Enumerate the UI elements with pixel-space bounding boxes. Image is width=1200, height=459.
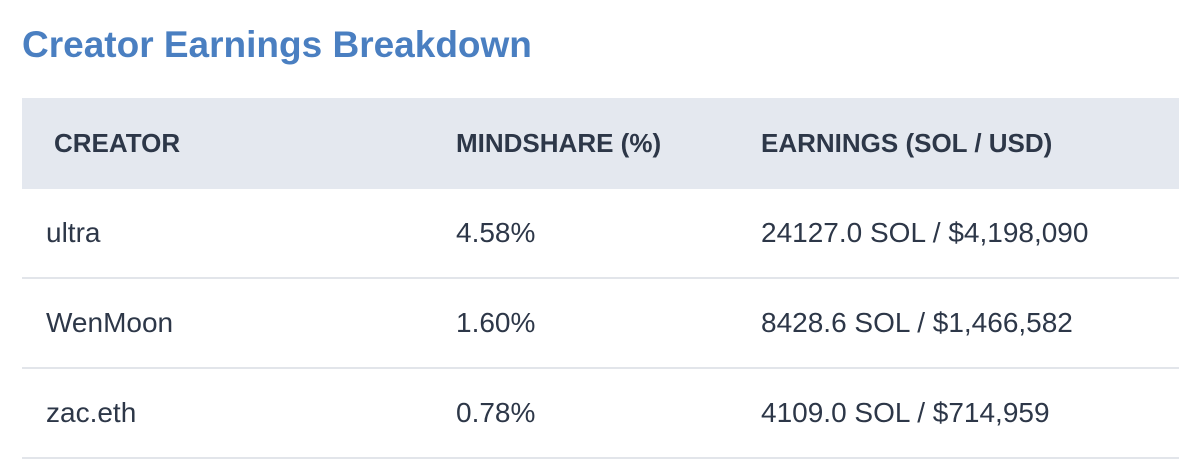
earnings-table: CREATOR MINDSHARE (%) EARNINGS (SOL / USD)… (22, 98, 1179, 459)
table-cell: ultra (22, 189, 456, 279)
table-body: ultra 4.58% 24127.0 SOL / $4,198,090 WenMoo… (22, 189, 1179, 459)
table-cell: 4109.0 SOL / $714,959 (761, 368, 1179, 459)
table-cell: 8428.6 SOL / $1,466,582 (761, 278, 1179, 369)
table-cell: 0.78% (456, 368, 761, 459)
table-cell: 1.60% (456, 278, 761, 369)
column-header: EARNINGS (SOL / USD) (761, 98, 1179, 189)
column-header: CREATOR (22, 98, 456, 189)
table-cell: 4.58% (456, 189, 761, 279)
table-row: ultra 4.58% 24127.0 SOL / $4,198,090 (22, 189, 1179, 279)
table-cell: zac.eth (22, 368, 456, 459)
column-header: MINDSHARE (%) (456, 98, 761, 189)
table-head: CREATOR MINDSHARE (%) EARNINGS (SOL / USD) (22, 98, 1179, 189)
title: Creator Earnings Breakdown (22, 24, 532, 65)
table-cell: WenMoon (22, 278, 456, 369)
header-row: CREATOR MINDSHARE (%) EARNINGS (SOL / USD) (22, 98, 1179, 189)
table-cell: 24127.0 SOL / $4,198,090 (761, 189, 1179, 279)
table-row: zac.eth 0.78% 4109.0 SOL / $714,959 (22, 368, 1179, 459)
table-row: WenMoon 1.60% 8428.6 SOL / $1,466,582 (22, 278, 1179, 369)
